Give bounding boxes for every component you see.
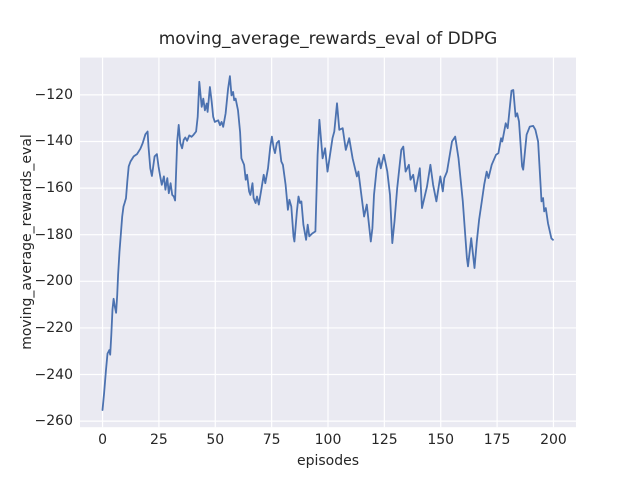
x-tick-label: 150 [427, 432, 455, 448]
x-tick-label: 100 [314, 432, 342, 448]
y-tick-label: −160 [34, 180, 73, 197]
gridlines [80, 57, 576, 428]
y-tick-label: −200 [34, 273, 73, 290]
chart-title: moving_average_rewards_eval of DDPG [158, 29, 498, 49]
y-tick-label: −260 [34, 413, 73, 430]
x-tick-label: 50 [206, 432, 225, 448]
y-tick-label: −140 [34, 133, 73, 150]
x-tick-label: 0 [98, 432, 107, 448]
x-tick-label: 125 [370, 432, 398, 448]
x-tick-label: 25 [149, 432, 168, 448]
y-tick-label: −120 [34, 86, 73, 103]
x-axis-label: episodes [296, 453, 360, 469]
x-tick-label: 200 [540, 432, 567, 448]
x-tick-label: 175 [483, 432, 511, 448]
y-tick-label: −240 [34, 366, 73, 383]
y-tick-label: −220 [34, 319, 73, 336]
x-tick-label: 75 [262, 432, 281, 448]
reward-line-series [101, 75, 554, 411]
y-tick-label: −180 [34, 226, 73, 243]
